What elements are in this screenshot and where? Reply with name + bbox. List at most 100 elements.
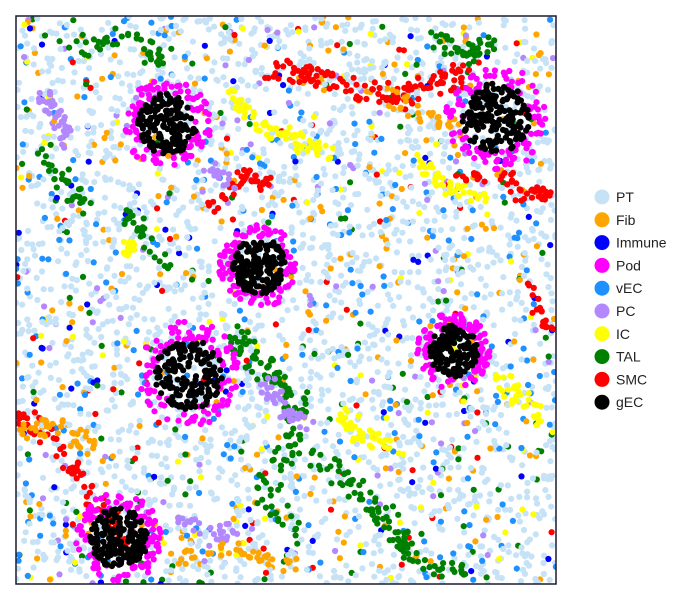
point-pt <box>495 506 502 513</box>
point-ic <box>160 540 167 547</box>
point-fib <box>376 263 383 270</box>
point-pt <box>412 138 419 145</box>
point-pt <box>153 452 161 460</box>
point-pc <box>247 141 254 148</box>
point-pt <box>191 184 198 191</box>
point-pt <box>32 379 39 386</box>
point-smc <box>453 172 460 179</box>
point-pc <box>210 531 217 538</box>
point-tal <box>48 162 55 169</box>
point-pc <box>295 415 302 422</box>
point-vec <box>500 193 507 200</box>
point-pt <box>116 448 123 455</box>
point-pt <box>520 39 527 46</box>
point-pt <box>453 213 460 220</box>
point-pt <box>16 565 21 572</box>
point-pt <box>86 334 93 341</box>
point-vec <box>290 238 297 245</box>
point-pt <box>299 231 307 238</box>
point-pt <box>477 275 485 282</box>
point-smc <box>394 95 401 102</box>
point-fib <box>366 164 373 171</box>
point-pt <box>393 226 400 233</box>
point-fib <box>182 560 189 568</box>
point-tal <box>437 492 445 499</box>
point-pt <box>188 198 195 205</box>
point-pt <box>33 274 40 281</box>
point-pt <box>49 204 56 211</box>
point-smc <box>246 536 253 544</box>
point-pt <box>407 362 414 369</box>
point-pt <box>49 55 56 63</box>
point-pt <box>34 538 41 545</box>
point-pt <box>225 29 232 36</box>
point-pt <box>231 301 238 308</box>
point-pt <box>24 316 31 323</box>
point-pt <box>99 383 106 391</box>
point-vec <box>57 543 64 550</box>
point-pt <box>451 498 458 505</box>
point-pt <box>325 245 332 252</box>
point-pt <box>98 26 105 33</box>
point-tal <box>259 496 266 503</box>
point-tal <box>455 456 462 463</box>
point-pt <box>233 155 240 162</box>
point-tal <box>59 170 66 177</box>
point-fib <box>385 102 393 110</box>
point-pt <box>288 225 295 232</box>
point-immune <box>334 158 341 165</box>
point-smc <box>516 186 523 193</box>
point-tal <box>458 567 465 574</box>
point-pt <box>24 256 31 263</box>
point-ic <box>230 88 238 95</box>
point-pc <box>234 530 241 538</box>
point-pt <box>521 17 528 24</box>
point-ic <box>263 131 271 138</box>
point-smc <box>238 180 245 187</box>
point-pt <box>254 403 261 410</box>
point-tal <box>26 507 33 514</box>
point-pt <box>87 150 94 157</box>
point-fib <box>363 88 371 95</box>
point-vec <box>48 190 55 198</box>
point-pt <box>78 366 85 373</box>
point-pt <box>245 486 252 493</box>
point-pt <box>17 114 24 121</box>
point-pt <box>427 150 434 157</box>
point-smc <box>155 419 162 426</box>
point-fib <box>293 473 300 480</box>
point-pt <box>171 195 178 202</box>
point-pt <box>239 77 246 84</box>
point-pod <box>125 110 132 117</box>
point-pt <box>508 495 515 502</box>
point-pt <box>127 315 134 322</box>
point-pt <box>116 226 123 233</box>
point-tal <box>357 491 364 498</box>
point-pt <box>105 44 112 51</box>
point-pt <box>385 162 392 169</box>
point-pt <box>98 333 105 341</box>
point-vec <box>336 438 344 445</box>
point-pt <box>162 424 169 431</box>
point-smc <box>284 57 291 64</box>
point-tal <box>438 31 445 38</box>
point-pt <box>540 570 548 578</box>
point-vec <box>366 498 373 505</box>
point-pt <box>419 226 427 233</box>
point-tal <box>501 199 508 206</box>
point-pt <box>249 395 256 403</box>
point-pt <box>439 446 446 453</box>
point-pt <box>197 454 205 462</box>
point-pt <box>238 16 245 23</box>
point-vec <box>194 245 201 252</box>
point-pt <box>302 24 309 31</box>
point-pc <box>303 426 310 433</box>
point-pt <box>293 513 300 520</box>
point-pt <box>361 339 368 346</box>
point-pt <box>129 445 136 452</box>
point-tal <box>141 244 148 251</box>
point-ic <box>356 427 363 434</box>
point-pt <box>395 476 402 484</box>
point-tal <box>82 39 89 46</box>
point-pt <box>323 23 330 30</box>
